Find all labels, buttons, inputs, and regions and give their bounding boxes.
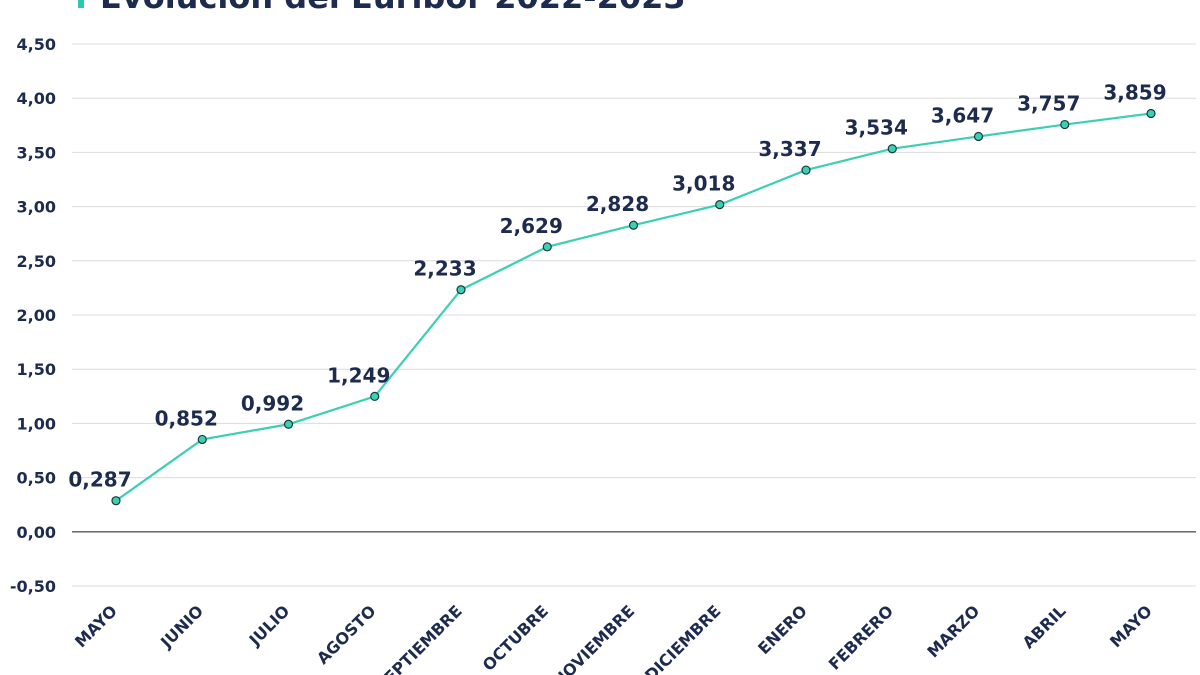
data-point [111, 496, 121, 506]
y-tick-label: 0,00 [17, 523, 56, 542]
x-tick-label: JUNIO [156, 601, 207, 652]
x-tick-label: FEBRERO [825, 601, 897, 673]
x-tick-label: JULIO [245, 601, 294, 650]
y-tick-label: -0,50 [10, 577, 56, 596]
data-label: 3,757 [1017, 92, 1080, 116]
title-accent-bar [78, 0, 84, 8]
x-tick-label: DICIEMBRE [641, 601, 725, 675]
data-point [628, 220, 639, 230]
data-point [197, 434, 207, 445]
data-point [456, 285, 466, 295]
data-point [370, 391, 380, 402]
data-point [715, 200, 725, 210]
x-tick-label: OCTUBRE [479, 601, 552, 674]
y-tick-label: 3,50 [17, 143, 56, 162]
data-point [283, 419, 294, 429]
y-tick-label: 3,00 [17, 198, 56, 217]
data-label: 0,992 [241, 391, 304, 415]
data-label: 2,629 [500, 214, 563, 238]
y-tick-label: 2,50 [17, 252, 56, 271]
y-tick-label: 1,50 [17, 360, 56, 379]
data-point [1146, 108, 1156, 119]
data-label: 1,249 [327, 363, 390, 387]
data-point [801, 165, 811, 175]
x-tick-label: SEPTIEMBRE [372, 601, 466, 675]
x-tick-label: MAYO [71, 601, 121, 651]
data-label: 3,859 [1103, 80, 1166, 104]
y-tick-label: 1,00 [17, 414, 56, 433]
data-label: 0,852 [155, 406, 218, 430]
data-label: 3,337 [758, 137, 821, 161]
data-point [542, 242, 552, 252]
data-label: 2,828 [586, 192, 649, 216]
y-tick-label: 4,50 [17, 35, 56, 54]
y-tick-label: 0,50 [17, 469, 56, 488]
x-tick-label: MARZO [923, 601, 983, 661]
data-label: 3,534 [845, 116, 908, 140]
data-label: 0,287 [68, 468, 131, 492]
y-tick-label: 4,00 [17, 89, 56, 108]
data-label: 3,018 [672, 172, 735, 196]
x-tick-label: AGOSTO [313, 601, 380, 668]
data-label: 2,233 [413, 257, 476, 281]
data-label: 3,647 [931, 103, 994, 127]
data-point [973, 131, 984, 142]
x-tick-label: MAYO [1106, 601, 1156, 651]
data-point [887, 144, 897, 154]
x-tick-label: ENERO [754, 601, 811, 658]
x-tick-label: ABRIL [1019, 601, 1070, 652]
chart-title: Evolución del Euríbor 2022-2023 [100, 0, 686, 16]
x-tick-label: NOVIEMBRE [549, 601, 638, 675]
y-tick-label: 2,00 [17, 306, 56, 325]
series-line [115, 112, 1152, 502]
data-point [1060, 119, 1070, 130]
